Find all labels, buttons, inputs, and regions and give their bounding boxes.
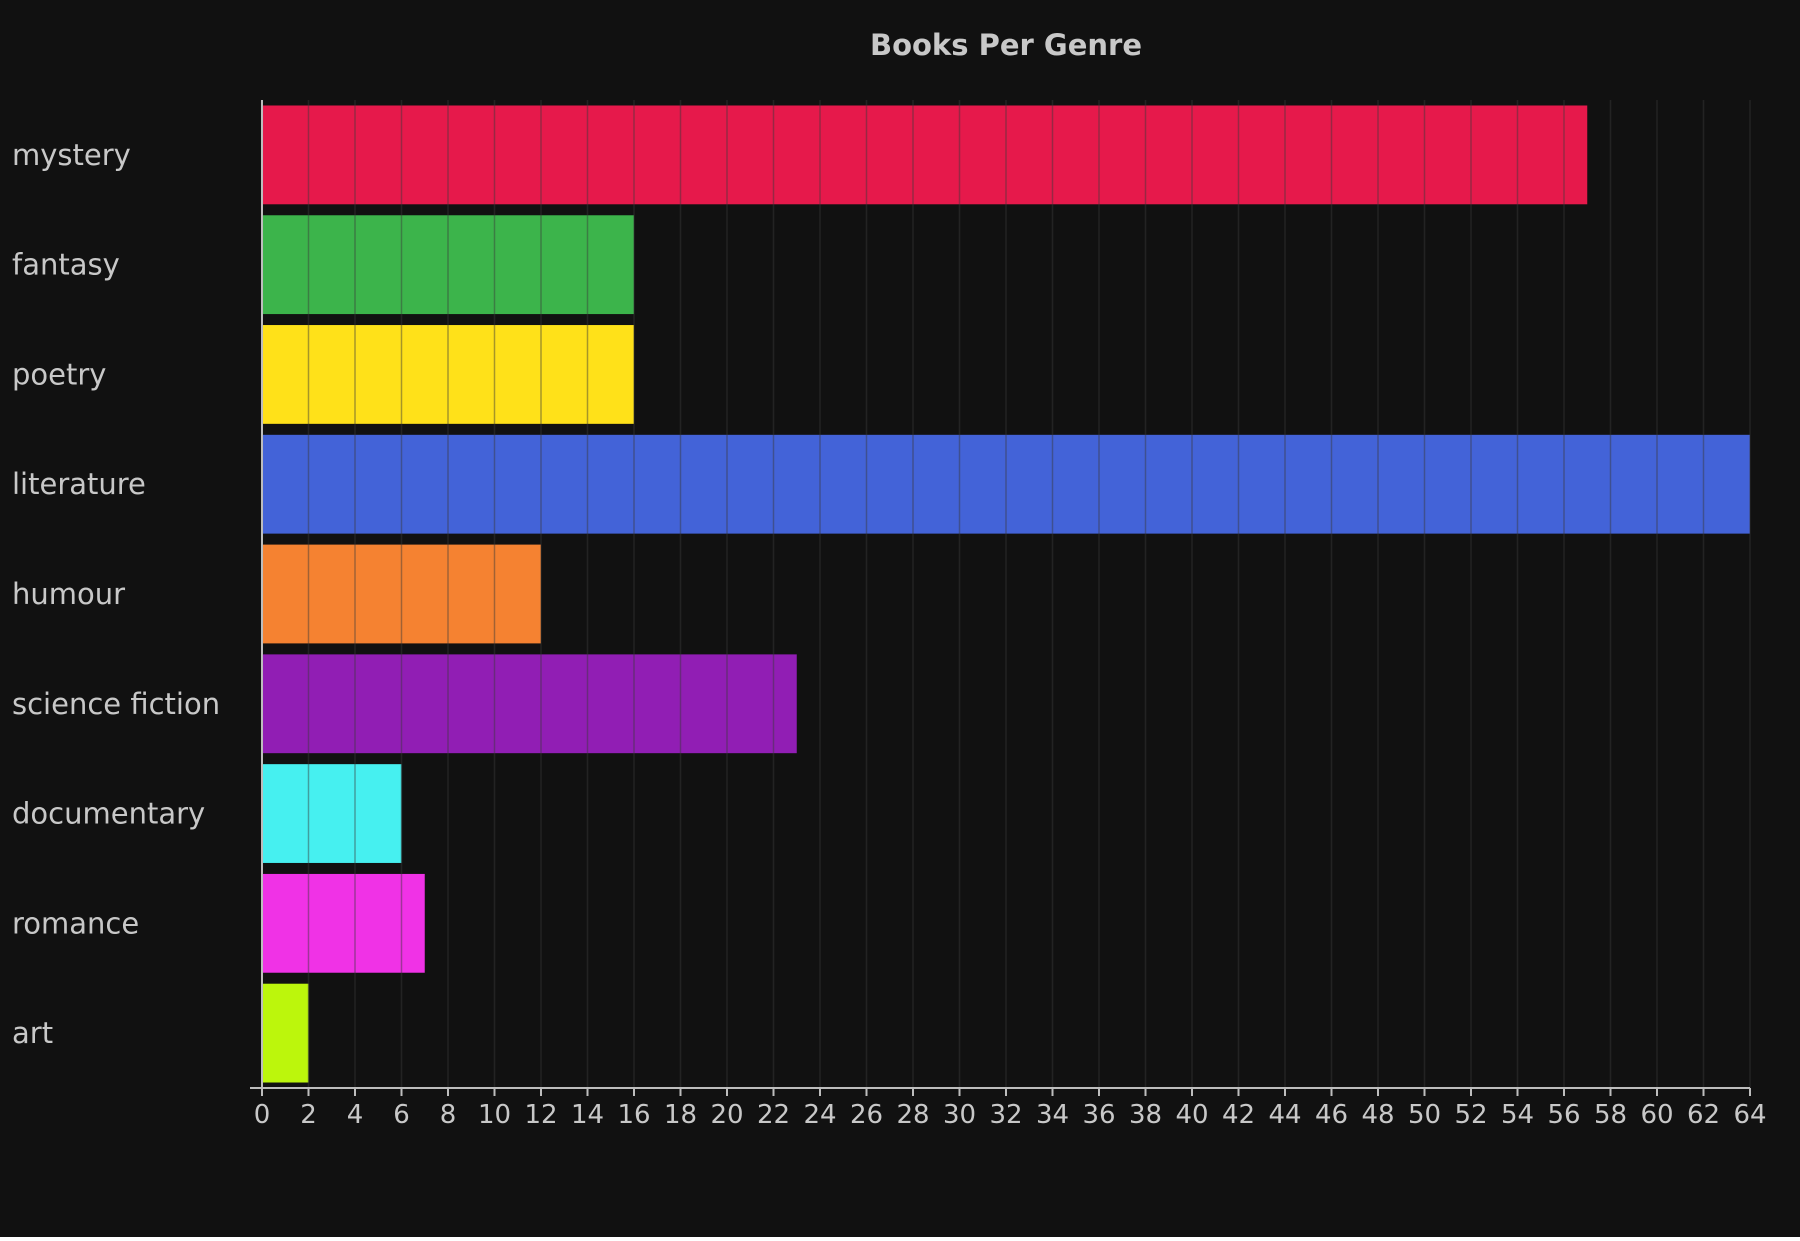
x-tick-label: 6 [393,1100,410,1130]
y-category-label: humour [12,577,125,611]
x-tick-label: 56 [1547,1100,1580,1130]
x-tick-label: 38 [1129,1100,1162,1130]
x-tick-label: 2 [300,1100,317,1130]
y-category-label: science fiction [12,687,220,721]
chart-title: Books Per Genre [870,28,1142,62]
bar-literature [262,434,1750,534]
y-axis-labels: mystery fantasy poetry literature humour scie… [12,138,220,1050]
x-tick-label: 58 [1594,1100,1627,1130]
x-tick-label: 32 [989,1100,1022,1130]
bar-mystery [262,105,1588,205]
x-tick-label: 12 [524,1100,557,1130]
x-tick-label: 10 [478,1100,511,1130]
x-tick-label: 4 [347,1100,364,1130]
bar-documentary [262,764,402,863]
x-tick-label: 28 [896,1100,929,1130]
y-category-label: mystery [12,138,131,172]
x-tick-label: 62 [1687,1100,1720,1130]
x-tick-label: 20 [710,1100,743,1130]
bar-science-fiction [262,654,797,754]
y-category-label: poetry [12,357,106,391]
x-tick-label: 52 [1454,1100,1487,1130]
x-tick-label: 42 [1222,1100,1255,1130]
x-tick-label: 50 [1408,1100,1441,1130]
bar-romance [262,873,425,973]
x-tick-label: 36 [1082,1100,1115,1130]
bar-humour [262,544,541,644]
gridlines [307,100,1751,1088]
axes [250,100,1750,1089]
bars-layer [262,105,1750,1083]
y-category-label: literature [12,467,146,501]
x-tick-label: 18 [664,1100,697,1130]
bar-art [262,983,309,1083]
x-tick-label: 54 [1501,1100,1534,1130]
x-tick-label: 46 [1315,1100,1348,1130]
bar-fantasy [262,215,634,315]
x-tick-label: 44 [1268,1100,1301,1130]
y-category-label: romance [12,906,139,940]
bar-poetry [262,325,634,424]
x-tick-label: 16 [617,1100,650,1130]
y-category-label: fantasy [12,248,120,282]
y-category-label: documentary [12,797,205,831]
x-tick-label: 40 [1175,1100,1208,1130]
x-tick-label: 8 [440,1100,457,1130]
x-axis-ticks: 0 2 4 6 8 10 12 14 16 18 20 22 24 26 28 30 32 34 36 38 40 42 4… [254,1088,1767,1130]
x-tick-label: 24 [803,1100,836,1130]
x-tick-label: 64 [1733,1100,1766,1130]
y-category-label: art [12,1016,53,1050]
x-tick-label: 14 [571,1100,604,1130]
x-tick-label: 48 [1361,1100,1394,1130]
x-tick-label: 22 [757,1100,790,1130]
x-tick-label: 0 [254,1100,271,1130]
x-tick-label: 26 [850,1100,883,1130]
x-tick-label: 30 [943,1100,976,1130]
x-tick-label: 60 [1640,1100,1673,1130]
x-tick-label: 34 [1036,1100,1069,1130]
